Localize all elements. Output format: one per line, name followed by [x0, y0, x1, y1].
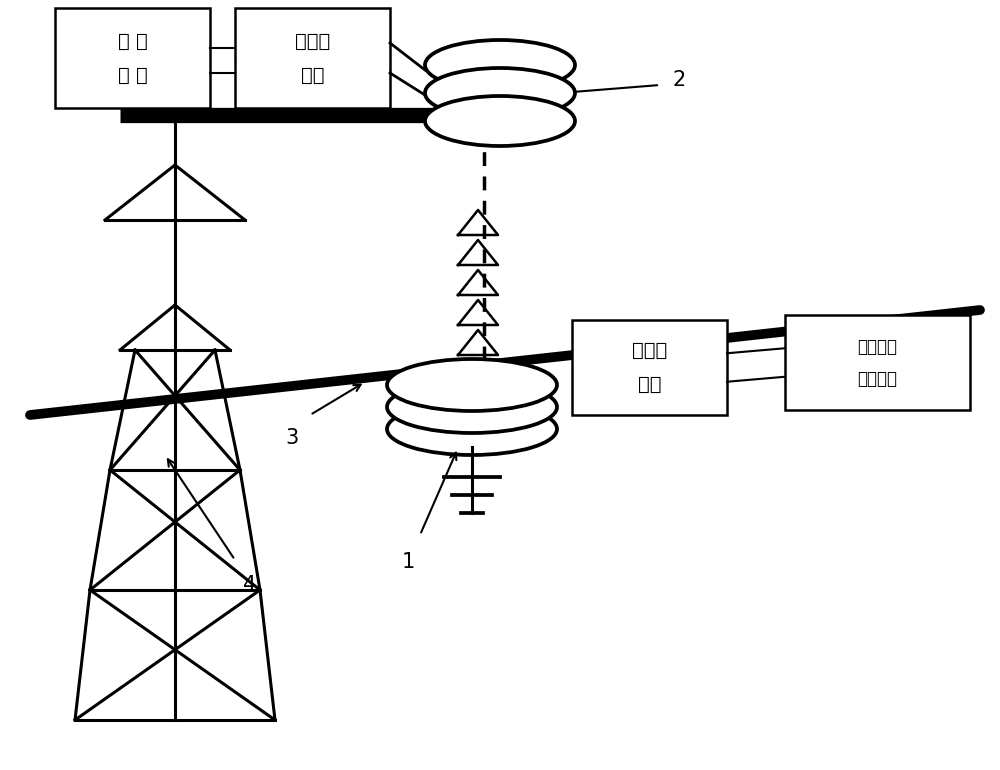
Text: 1: 1: [401, 552, 415, 572]
Ellipse shape: [387, 403, 557, 455]
Ellipse shape: [425, 40, 575, 90]
Bar: [572, 320, 727, 415]
Text: 4: 4: [243, 575, 257, 595]
Bar: [235, 8, 390, 108]
Ellipse shape: [387, 359, 557, 411]
Ellipse shape: [425, 96, 575, 146]
Text: 高压感应
取电装置: 高压感应 取电装置: [858, 337, 898, 387]
Ellipse shape: [425, 68, 575, 118]
Bar: [55, 8, 210, 108]
Text: 2: 2: [672, 70, 685, 90]
Bar: [785, 315, 970, 410]
Text: 发射端
电路: 发射端 电路: [632, 341, 667, 394]
Text: 接收端
电路: 接收端 电路: [295, 32, 330, 85]
Text: 3: 3: [285, 428, 299, 448]
Text: 监 控
系 统: 监 控 系 统: [118, 32, 147, 85]
Ellipse shape: [387, 381, 557, 433]
